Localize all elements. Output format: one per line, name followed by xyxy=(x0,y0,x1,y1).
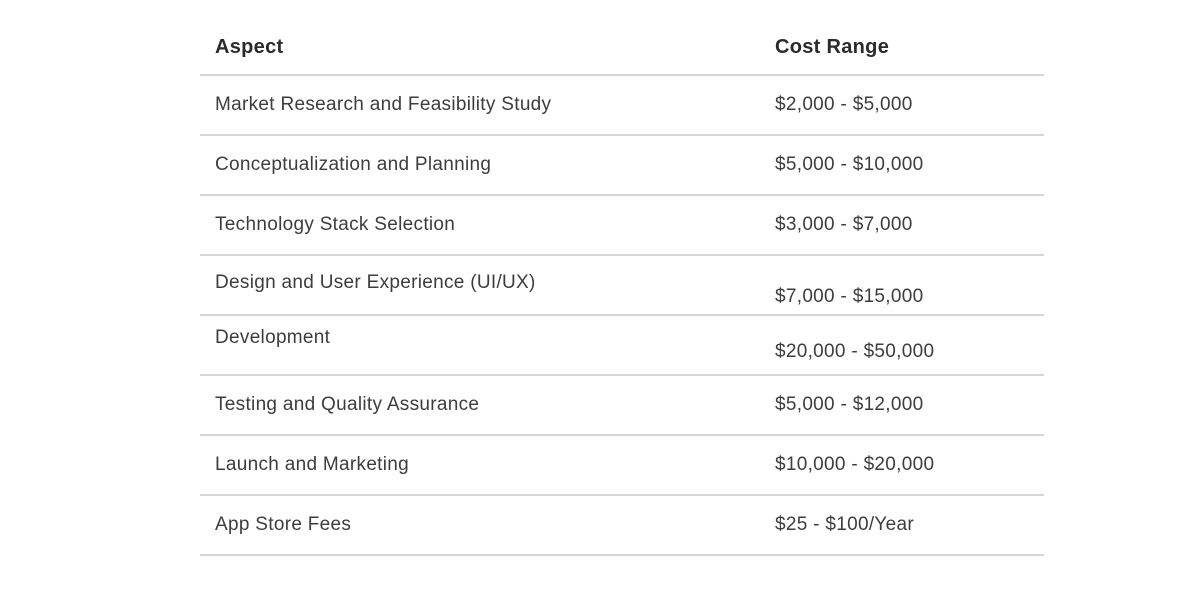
cost-range-cell: $25 - $100/Year xyxy=(775,514,915,535)
aspect-cell: Technology Stack Selection xyxy=(215,214,456,235)
column-header-cost-range: Cost Range xyxy=(775,35,890,58)
table-row: Design and User Experience (UI/UX) $7,00… xyxy=(200,256,1044,316)
table-row: Launch and Marketing $10,000 - $20,000 xyxy=(200,436,1044,496)
table-header-row: Aspect Cost Range xyxy=(200,20,1044,76)
column-header-aspect: Aspect xyxy=(215,35,284,58)
cost-range-cell: $10,000 - $20,000 xyxy=(775,454,935,475)
aspect-cell: App Store Fees xyxy=(215,514,352,535)
table-row: Market Research and Feasibility Study $2… xyxy=(200,76,1044,136)
cost-range-cell: $20,000 - $50,000 xyxy=(775,341,935,362)
aspect-cell: Development xyxy=(215,327,331,348)
table-row: Conceptualization and Planning $5,000 - … xyxy=(200,136,1044,196)
cost-table: Aspect Cost Range Market Research and Fe… xyxy=(200,20,1044,556)
cost-range-cell: $3,000 - $7,000 xyxy=(775,214,913,235)
table-row: Technology Stack Selection $3,000 - $7,0… xyxy=(200,196,1044,256)
cost-range-cell: $7,000 - $15,000 xyxy=(775,286,924,307)
aspect-cell: Design and User Experience (UI/UX) xyxy=(215,272,536,293)
aspect-cell: Launch and Marketing xyxy=(215,454,410,475)
aspect-cell: Market Research and Feasibility Study xyxy=(215,94,552,115)
cost-range-cell: $2,000 - $5,000 xyxy=(775,94,913,115)
aspect-cell: Conceptualization and Planning xyxy=(215,154,492,175)
table-row: App Store Fees $25 - $100/Year xyxy=(200,496,1044,556)
cost-range-cell: $5,000 - $10,000 xyxy=(775,154,924,175)
table-body: Market Research and Feasibility Study $2… xyxy=(200,76,1044,556)
table-row: Development $20,000 - $50,000 xyxy=(200,316,1044,376)
cost-range-cell: $5,000 - $12,000 xyxy=(775,394,924,415)
table-row: Testing and Quality Assurance $5,000 - $… xyxy=(200,376,1044,436)
aspect-cell: Testing and Quality Assurance xyxy=(215,394,480,415)
